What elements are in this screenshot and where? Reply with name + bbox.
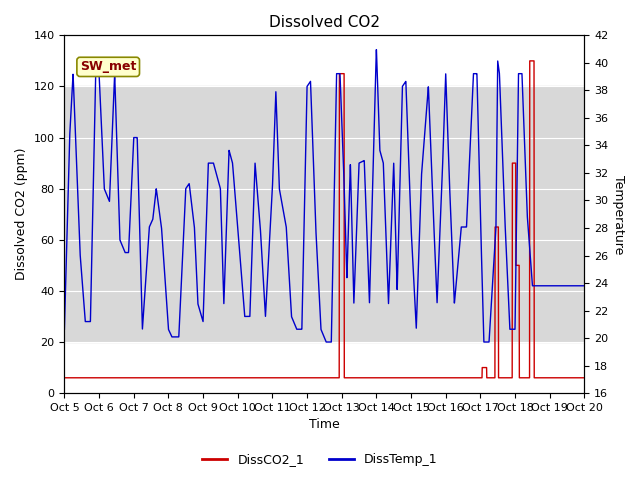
Text: SW_met: SW_met <box>80 60 136 73</box>
Title: Dissolved CO2: Dissolved CO2 <box>269 15 380 30</box>
Bar <box>65 86 584 342</box>
Legend: DissCO2_1, DissTemp_1: DissCO2_1, DissTemp_1 <box>197 448 443 471</box>
Y-axis label: Temperature: Temperature <box>612 175 625 254</box>
X-axis label: Time: Time <box>309 419 340 432</box>
Y-axis label: Dissolved CO2 (ppm): Dissolved CO2 (ppm) <box>15 148 28 280</box>
